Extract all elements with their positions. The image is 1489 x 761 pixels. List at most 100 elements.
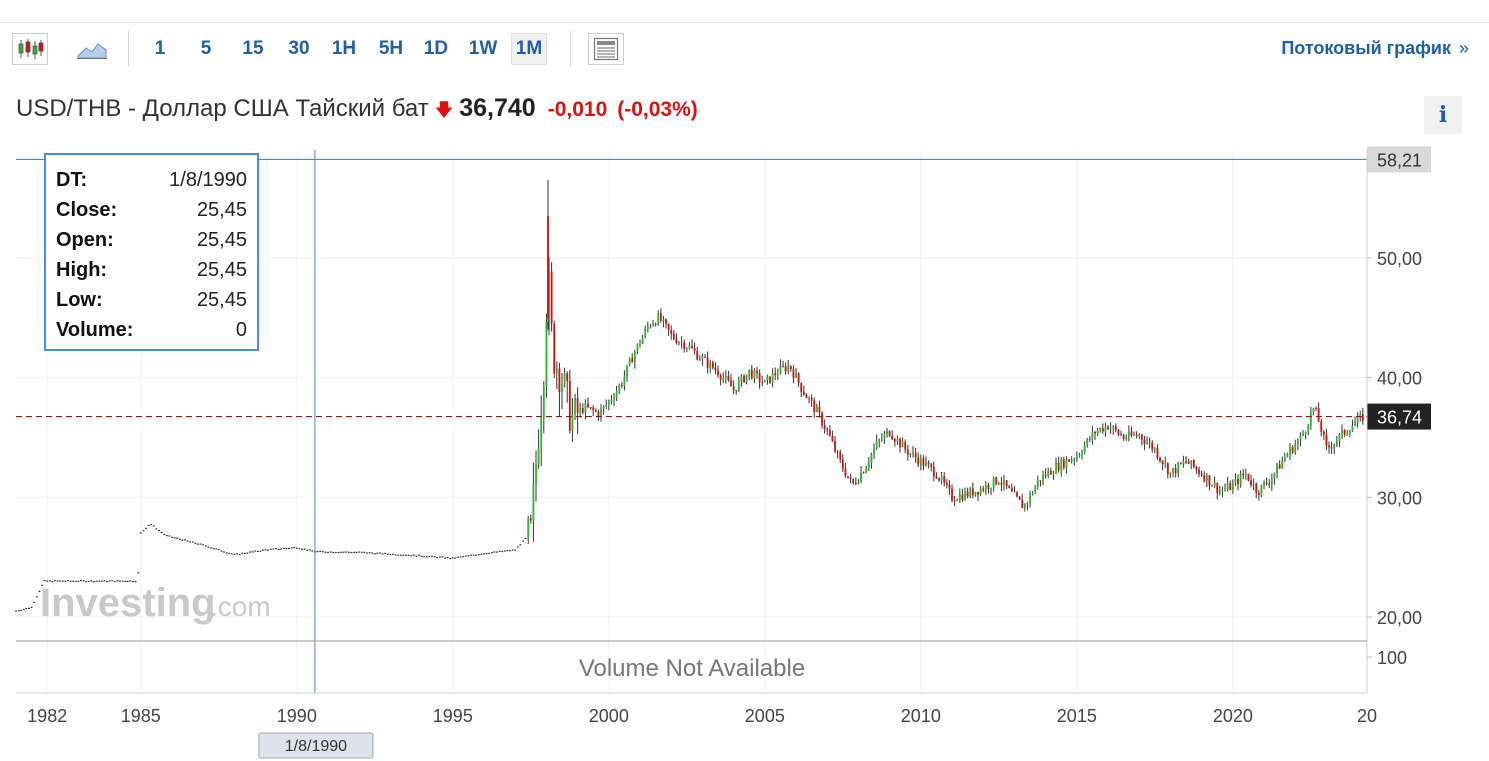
candle (1224, 488, 1226, 491)
candle (1260, 484, 1263, 496)
interval-button-15[interactable]: 15 (242, 38, 264, 59)
candle (839, 452, 842, 460)
candle (1317, 408, 1320, 422)
candle (1172, 468, 1174, 473)
crosshair-price-badge (1367, 146, 1431, 173)
candle (860, 472, 862, 482)
candle (1299, 435, 1302, 441)
candle (966, 491, 969, 497)
candle (1099, 427, 1102, 431)
candle (917, 457, 920, 465)
candle (1325, 434, 1328, 446)
candle (558, 368, 561, 392)
interval-button-5h[interactable]: 5H (378, 38, 404, 59)
candle (919, 458, 922, 465)
candle (550, 271, 553, 324)
interval-button-1d[interactable]: 1D (423, 38, 449, 59)
chart-toolbar: 1 5 15 30 1H 5H 1D 1W 1M Потоковый график» (0, 22, 1489, 74)
candle (1203, 475, 1206, 482)
info-button[interactable]: i (1424, 96, 1462, 134)
candle (878, 439, 881, 441)
candle (1302, 433, 1304, 436)
candle (810, 398, 813, 401)
candle (776, 373, 779, 376)
candle (641, 336, 644, 344)
candle (587, 403, 589, 408)
candle (605, 404, 608, 407)
candle (1296, 440, 1299, 445)
candle (756, 370, 758, 374)
ohlc-key: Low: (56, 289, 103, 311)
candle (566, 373, 569, 381)
candle (1322, 431, 1325, 435)
candle (951, 488, 953, 501)
candle (711, 362, 714, 368)
ohlc-tooltip: DT: 1/8/1990 Close: 25,45 Open: 25,45 High: 25,… (44, 153, 259, 351)
candle (748, 369, 751, 375)
candle (685, 348, 688, 350)
candle (1208, 475, 1211, 486)
candle (1309, 412, 1312, 427)
candle (607, 400, 610, 405)
interval-button-1m[interactable]: 1M (511, 33, 547, 65)
candle (1179, 462, 1182, 464)
candle (841, 459, 844, 469)
candle (1107, 426, 1109, 430)
candle (1044, 474, 1047, 477)
candle (808, 398, 810, 400)
interval-button-1[interactable]: 1 (154, 38, 166, 59)
interval-button-5[interactable]: 5 (200, 38, 212, 59)
candle (771, 373, 774, 383)
candle (831, 435, 834, 442)
streaming-chart-link[interactable]: Потоковый график » (1281, 38, 1469, 59)
candle (600, 409, 602, 417)
area-chart-icon[interactable] (74, 33, 110, 65)
interval-button-30[interactable]: 30 (288, 38, 310, 59)
ohlc-key: Open: (56, 229, 114, 251)
candle (633, 351, 636, 363)
toolbar-divider (128, 31, 129, 67)
candle (823, 425, 826, 429)
candle (953, 500, 956, 502)
candle (659, 313, 662, 321)
candle (1094, 432, 1096, 434)
candle (1315, 408, 1317, 410)
candle (992, 477, 995, 488)
x-tick-label: 1985 (121, 706, 161, 726)
candle (1341, 429, 1343, 434)
interval-button-1h[interactable]: 1H (331, 38, 357, 59)
candle (714, 367, 717, 371)
candle (1138, 434, 1141, 437)
candle (914, 452, 917, 458)
candle (886, 431, 888, 435)
candle (906, 449, 909, 455)
candle (974, 491, 977, 496)
candle (1078, 454, 1081, 457)
candle (1156, 448, 1159, 458)
ohlc-row: Close: 25,45 (56, 195, 247, 225)
candle (1312, 408, 1315, 413)
candle (1036, 480, 1039, 487)
candle (623, 376, 626, 386)
candle (852, 478, 855, 483)
ohlc-row: Volume: 0 (56, 315, 247, 345)
candle (940, 476, 943, 481)
candle (1016, 492, 1018, 497)
candle (1021, 499, 1024, 509)
candle (1096, 430, 1099, 434)
ohlc-key: Volume: (56, 319, 134, 341)
candle (1068, 459, 1070, 462)
candle (1008, 486, 1011, 488)
candle (667, 323, 670, 331)
candle (844, 468, 847, 477)
candle (1229, 483, 1232, 490)
layout-template-icon[interactable] (588, 33, 624, 65)
interval-button-1w[interactable]: 1W (468, 38, 498, 59)
candle (613, 398, 615, 400)
candle (875, 440, 878, 449)
candle (532, 483, 535, 521)
candlestick-chart-icon[interactable] (12, 33, 48, 65)
crosshair-date-label: 1/8/1990 (285, 738, 347, 755)
candle (540, 416, 543, 449)
